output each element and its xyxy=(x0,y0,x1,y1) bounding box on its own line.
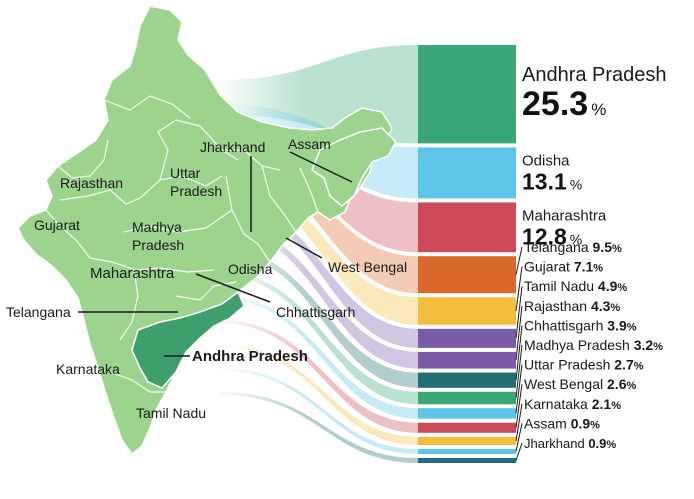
map-label-maharashtra: Maharashtra xyxy=(90,265,175,282)
bar-assam xyxy=(418,449,516,454)
bar-west-bengal xyxy=(418,422,516,433)
leader-lines xyxy=(78,151,353,357)
bar-leader-telangana xyxy=(515,246,523,275)
map-label-west-bengal: West Bengal xyxy=(328,259,407,275)
bar-label-uttar-pradesh: Uttar Pradesh 2.7% xyxy=(524,357,644,373)
assam-region xyxy=(311,127,397,207)
bar-leader-madhya-pradesh xyxy=(515,344,523,399)
map-label-assam: Assam xyxy=(288,136,331,152)
bar-label-chhattisgarh: Chhattisgarh 3.9% xyxy=(524,317,637,333)
bar-label-jharkhand: Jharkhand 0.9% xyxy=(524,436,616,451)
bar-telangana xyxy=(418,256,516,294)
map-label-tamil-nadu: Tamil Nadu xyxy=(136,405,206,421)
bar-maharashtra xyxy=(418,202,516,253)
bar-value-odisha: 13.1% xyxy=(522,168,582,194)
state-borders xyxy=(45,95,319,393)
map-labels: Jharkhand Assam Uttar Pradesh Rajasthan … xyxy=(6,136,407,421)
bar-label-karnataka: Karnataka 2.1% xyxy=(524,396,621,412)
flow-uttar-pradesh xyxy=(220,296,418,419)
map-label-uttar-pradesh-2: Pradesh xyxy=(170,183,222,199)
map-label-gujarat: Gujarat xyxy=(34,217,80,233)
flow-gujarat xyxy=(220,176,418,325)
bar-label-andhra-pradesh: Andhra Pradesh xyxy=(522,64,667,86)
bar-label-west-bengal: West Bengal 2.6% xyxy=(524,376,636,392)
flow-rajasthan xyxy=(220,224,418,369)
bar-karnataka xyxy=(418,436,516,445)
map-label-rajasthan: Rajasthan xyxy=(60,175,123,191)
bar-leader-rajasthan xyxy=(515,305,523,361)
flow-telangana xyxy=(220,152,418,294)
bar-leader-jharkhand xyxy=(515,442,523,461)
bar-label-odisha: Odisha xyxy=(522,152,570,169)
bar-odisha xyxy=(418,147,516,199)
map-label-jharkhand: Jharkhand xyxy=(200,139,265,155)
bar-tamil-nadu xyxy=(418,328,516,348)
map-label-uttar-pradesh-1: Uttar xyxy=(170,165,201,181)
bar-leader-uttar-pradesh xyxy=(515,364,523,414)
bar-value-andhra-pradesh: 25.3% xyxy=(522,85,606,123)
bar-leader-tamil-nadu xyxy=(515,286,523,339)
bar-jharkhand xyxy=(418,458,516,463)
map-label-odisha: Odisha xyxy=(228,261,273,277)
bar-rajasthan xyxy=(418,351,516,369)
map-label-chhattisgarh: Chhattisgarh xyxy=(276,304,355,320)
bar-label-gujarat: Gujarat 7.1% xyxy=(524,259,603,275)
flow-chhattisgarh xyxy=(220,248,418,388)
bar-leader-karnataka xyxy=(515,403,523,441)
flow-tamil-nadu xyxy=(220,200,418,348)
bar-label-rajasthan: Rajasthan 4.3% xyxy=(524,298,620,314)
bar-leader-west-bengal xyxy=(515,384,523,428)
map-label-madhya-pradesh-1: Madhya xyxy=(132,219,182,235)
bar-label-telangana: Telangana 9.5% xyxy=(524,239,622,255)
map-label-telangana: Telangana xyxy=(6,304,71,320)
bar-andhra-pradesh xyxy=(418,45,516,144)
bar-label-maharashtra: Maharashtra xyxy=(522,207,607,224)
map-label-madhya-pradesh-2: Pradesh xyxy=(132,237,184,253)
stacked-bar xyxy=(418,45,516,463)
india-map xyxy=(17,5,397,456)
bar-label-tamil-nadu: Tamil Nadu 4.9% xyxy=(524,278,627,294)
bar-leader-assam xyxy=(515,423,523,452)
bar-gujarat xyxy=(418,297,516,325)
bar-chhattisgarh xyxy=(418,372,516,388)
bar-uttar-pradesh xyxy=(418,408,516,419)
bar-label-assam: Assam 0.9% xyxy=(524,415,600,431)
map-label-andhra-pradesh: Andhra Pradesh xyxy=(192,348,308,365)
andhra-pradesh-shape xyxy=(131,290,245,389)
bar-label-madhya-pradesh: Madhya Pradesh 3.2% xyxy=(524,337,663,353)
bar-madhya-pradesh xyxy=(418,391,516,405)
bar-value-maharashtra: 12.8% xyxy=(522,223,582,249)
bar-leader-chhattisgarh xyxy=(515,325,523,381)
bar-leader-gujarat xyxy=(515,266,523,312)
flow-west-bengal xyxy=(220,320,418,433)
flow-madhya-pradesh xyxy=(220,272,418,405)
map-label-karnataka: Karnataka xyxy=(56,361,120,377)
